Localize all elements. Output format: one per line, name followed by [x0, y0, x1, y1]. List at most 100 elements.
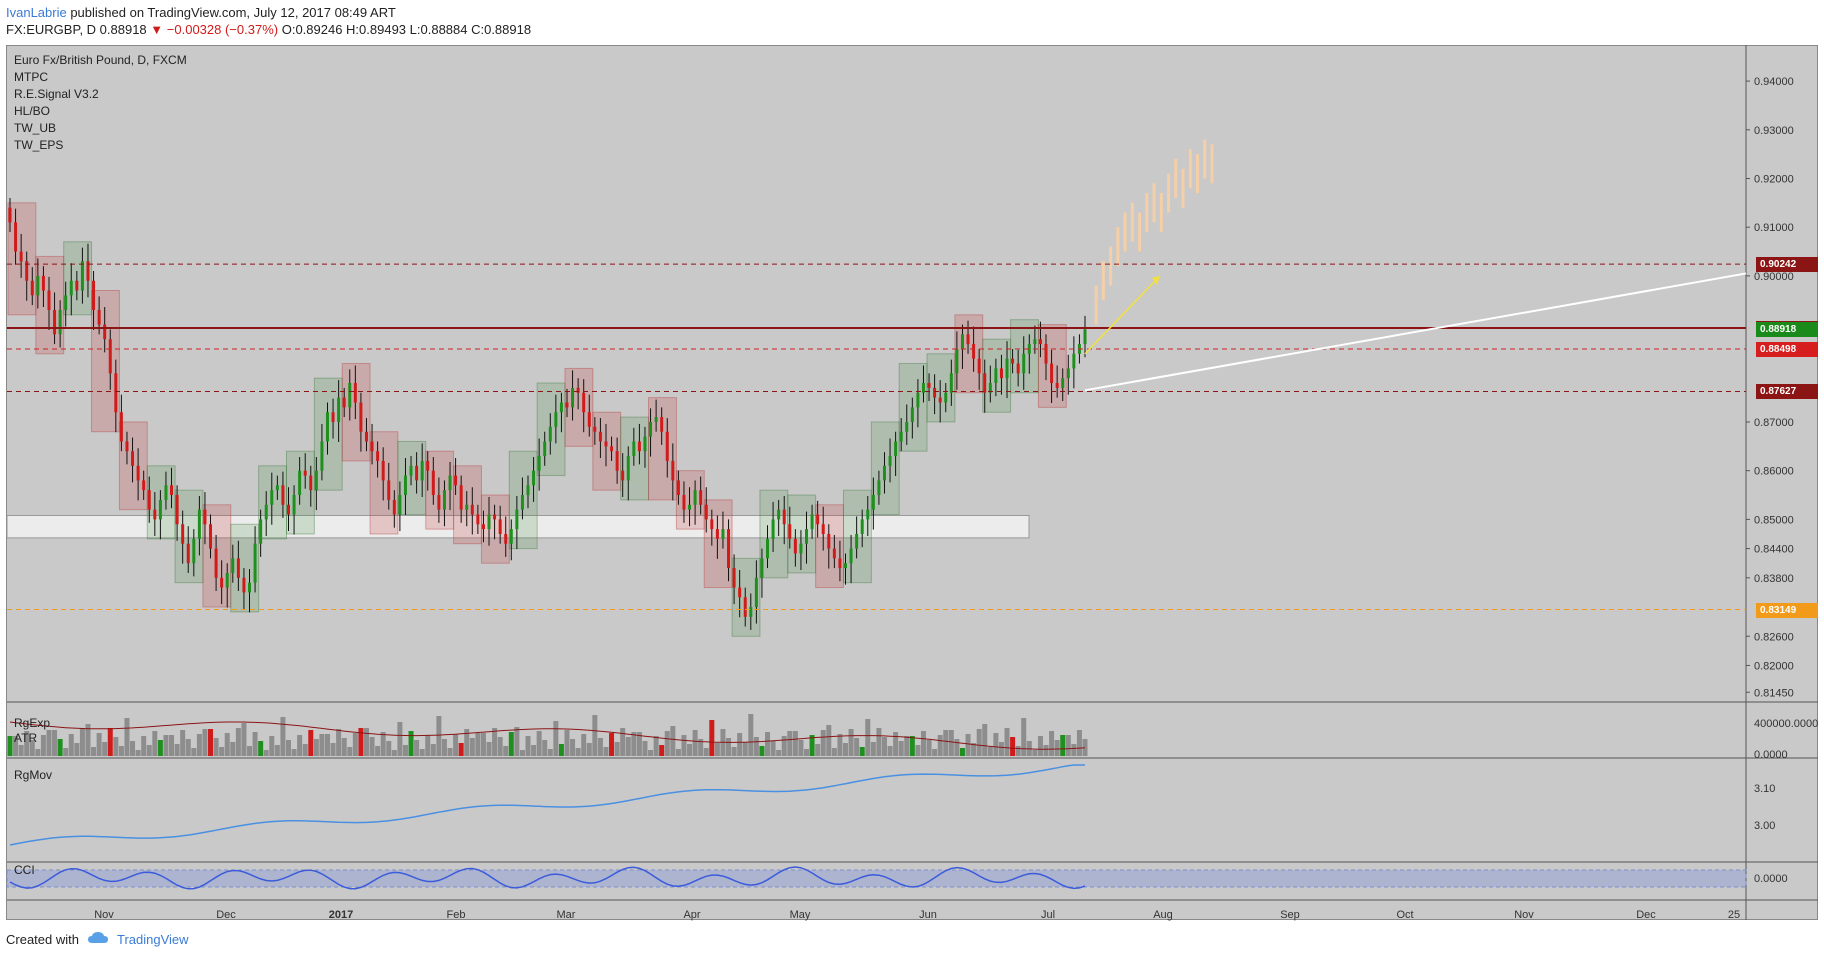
- x-tick-label: 25: [1728, 909, 1740, 921]
- volume-bar: [703, 748, 709, 756]
- volume-bar: [1054, 740, 1060, 756]
- candle-body: [654, 417, 658, 422]
- candle-body: [649, 421, 653, 437]
- candle-body: [587, 412, 591, 427]
- y-tick-label: 0.87000: [1754, 417, 1794, 429]
- legend-item[interactable]: TW_EPS: [14, 138, 64, 152]
- volume-bar: [525, 736, 531, 756]
- publish-text: published on TradingView.com, July 12, 2…: [66, 5, 396, 20]
- x-tick-label: Jun: [919, 909, 937, 921]
- candle-body: [392, 499, 396, 515]
- candle-body: [281, 485, 285, 505]
- candle-body: [359, 402, 363, 432]
- price-change: ▼ −0.00328 (−0.37%): [150, 22, 279, 37]
- volume-bar: [436, 716, 442, 756]
- author-link[interactable]: IvanLabrie: [6, 5, 67, 20]
- volume-bar: [831, 748, 837, 756]
- candle-body: [181, 524, 185, 544]
- candle-body: [470, 504, 474, 515]
- volume-bar: [319, 734, 325, 756]
- indicator-legend: Euro Fx/British Pound, D, FXCM MTPC R.E.…: [14, 52, 187, 154]
- volume-bar: [402, 745, 408, 756]
- candle-body: [342, 397, 346, 408]
- footer: Created with TradingView: [6, 931, 189, 948]
- atr-line: [9, 721, 1086, 750]
- symbol-line: FX:EURGBP, D 0.88918 ▼ −0.00328 (−0.37%)…: [6, 22, 531, 37]
- candle-body: [1027, 344, 1031, 354]
- time-axis: Nov Dec 2017 Feb Mar Apr May Jun Jul Aug Sep Oct Nov…: [94, 909, 1740, 921]
- weekly-box: [63, 241, 93, 316]
- candle-body: [805, 529, 809, 544]
- volume-bar: [653, 736, 659, 756]
- legend-item[interactable]: R.E.Signal V3.2: [14, 87, 99, 101]
- tradingview-link[interactable]: TradingView: [116, 932, 189, 947]
- candle-body: [259, 519, 263, 544]
- volume-bar: [614, 742, 620, 756]
- candle-body: [481, 524, 485, 530]
- volume-bar: [893, 732, 899, 756]
- volume-bar: [1065, 735, 1071, 756]
- candle-body: [1033, 339, 1037, 345]
- volume-bar: [302, 744, 308, 756]
- legend-item[interactable]: HL/BO: [14, 104, 51, 118]
- volume-bar: [982, 724, 988, 756]
- candle-body: [136, 465, 140, 481]
- volume-bar: [369, 737, 375, 756]
- cci-pane: 0.0000: [6, 866, 1788, 890]
- candle-body: [125, 441, 129, 452]
- candle-body: [899, 431, 903, 442]
- candles-layer: [8, 197, 1087, 630]
- candle-body: [882, 465, 886, 481]
- candle-body: [376, 451, 380, 461]
- y-tick-label: 0.86000: [1754, 466, 1794, 478]
- candle-body: [832, 548, 836, 559]
- candle-body: [771, 519, 775, 539]
- y-tick-label: 0.93000: [1754, 125, 1794, 137]
- volume-bar: [514, 727, 520, 756]
- candle-body: [442, 490, 446, 510]
- legend-item[interactable]: TW_UB: [14, 121, 56, 135]
- volume-bar: [269, 736, 275, 756]
- volume-bar: [46, 730, 52, 756]
- volume-bar: [408, 731, 414, 756]
- candle-body: [749, 607, 753, 617]
- candle-body: [30, 280, 34, 296]
- legend-item[interactable]: MTPC: [14, 70, 48, 84]
- volume-bar: [57, 739, 63, 756]
- volume-bar: [503, 746, 509, 756]
- volume-bar: [575, 748, 581, 756]
- volume-bar: [909, 736, 915, 756]
- volume-bar: [943, 730, 949, 756]
- x-tick-label: 2017: [329, 909, 353, 921]
- volume-bar: [247, 746, 253, 756]
- candle-body: [754, 577, 758, 608]
- candle-body: [910, 407, 914, 422]
- candle-body: [760, 558, 764, 578]
- weekly-box: [341, 363, 371, 462]
- volume-bar: [480, 733, 486, 756]
- candle-body: [225, 572, 229, 588]
- price-tag: 0.87627: [1756, 384, 1818, 400]
- volume-bar: [508, 732, 514, 756]
- volume-bar: [731, 747, 737, 756]
- volume-bar: [174, 744, 180, 756]
- candle-body: [108, 339, 112, 374]
- candle-body: [966, 334, 970, 345]
- volume-bar: [180, 730, 186, 756]
- volume-bar: [163, 735, 169, 756]
- candle-body: [615, 451, 619, 471]
- candle-body: [420, 460, 424, 481]
- volume-bar: [948, 730, 954, 756]
- volume-bar: [458, 743, 464, 756]
- candle-body: [732, 568, 736, 588]
- volume-bar: [876, 728, 882, 756]
- volume-bar: [313, 739, 319, 756]
- candle-body: [738, 587, 742, 598]
- volume-bar: [280, 717, 286, 756]
- volume-bar: [386, 741, 392, 756]
- rgmov-line: [9, 764, 1085, 846]
- volume-bar: [397, 722, 403, 756]
- volume-bar: [336, 729, 342, 756]
- volume-bar: [363, 728, 369, 756]
